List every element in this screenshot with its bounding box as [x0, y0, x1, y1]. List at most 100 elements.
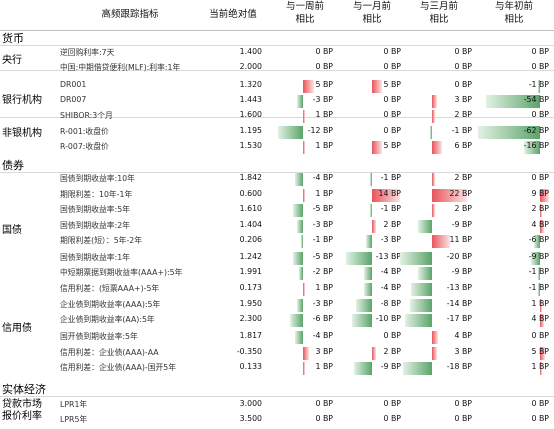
change-value-w: -3 BP: [312, 299, 333, 308]
row-current-value: 0.206: [239, 235, 262, 244]
change-value-y: 0 BP: [531, 110, 550, 119]
row-current-value: 1.404: [239, 220, 262, 229]
change-value-m: 5 BP: [383, 80, 402, 89]
change-value-y: -1 BP: [528, 283, 549, 292]
table-row: 信用利差：企业债(AAA)-AA -0.350 3 BP 2 BP 3 BP 5 BP: [0, 346, 554, 361]
change-value-w: 0 BP: [315, 399, 334, 408]
change-value-q: 2 BP: [454, 204, 473, 213]
row-label: 国债到期收益率:10年: [60, 174, 135, 183]
change-bar-q: [432, 189, 468, 202]
table-row: LPR5年 3.500 0 BP 0 BP 0 BP 0 BP: [0, 413, 554, 428]
change-value-m: 14 BP: [378, 189, 401, 198]
change-bar-y: [478, 126, 540, 139]
change-value-w: -3 BP: [312, 220, 333, 229]
row-label: DR001: [60, 80, 87, 89]
change-value-w: -4 BP: [312, 331, 333, 340]
change-bar-y: [538, 80, 540, 93]
change-bar-q: [432, 141, 442, 154]
change-bar-m: [354, 362, 372, 375]
row-current-value: 1.320: [239, 80, 262, 89]
section-divider: [0, 396, 554, 397]
change-value-q: 6 BP: [454, 141, 473, 150]
row-current-value: 3.000: [239, 399, 262, 408]
row-label: 中国:中期借贷便利(MLF):利率:1年: [60, 63, 181, 72]
row-label: 信用利差：企业债(AAA)-AA: [60, 348, 159, 357]
change-value-y: -62 BP: [523, 126, 549, 135]
change-value-m: 0 BP: [383, 95, 402, 104]
row-current-value: -0.350: [236, 347, 262, 356]
change-value-m: 5 BP: [383, 141, 402, 150]
change-value-q: 3 BP: [454, 347, 473, 356]
change-value-q: 3 BP: [454, 95, 473, 104]
table-row: 国债到期收益率:5年 1.610 -5 BP -1 BP 2 BP 2 BP: [0, 203, 554, 218]
change-value-q: -9 BP: [451, 267, 472, 276]
row-current-value: 1.600: [239, 110, 262, 119]
change-value-q: -20 BP: [446, 252, 472, 261]
change-bar-w: [292, 252, 303, 265]
change-bar-q: [432, 347, 437, 360]
table-row: 期限利差：10年-1年 0.600 1 BP 14 BP 22 BP 9 BP: [0, 188, 554, 203]
change-value-w: 0 BP: [315, 62, 334, 71]
change-bar-q: [417, 267, 432, 280]
row-label: 国债到期收益率:5年: [60, 205, 130, 214]
group-divider: [0, 117, 554, 118]
change-bar-m: [352, 314, 372, 327]
change-value-w: -12 BP: [307, 126, 333, 135]
change-bar-w: [303, 141, 306, 154]
change-bar-q: [432, 110, 436, 123]
change-value-w: 1 BP: [315, 283, 334, 292]
change-bar-q: [432, 235, 450, 248]
change-value-y: 1 BP: [531, 299, 550, 308]
change-value-w: 3 BP: [315, 347, 334, 356]
change-value-q: -13 BP: [446, 283, 472, 292]
change-value-w: -3 BP: [312, 95, 333, 104]
change-value-q: 0 BP: [454, 47, 473, 56]
table-row: R-007:收盘价 1.530 1 BP 5 BP 6 BP -16 BP: [0, 140, 554, 155]
change-value-w: -2 BP: [312, 267, 333, 276]
row-label: R-001:收盘价: [60, 127, 109, 136]
change-bar-m: [366, 235, 372, 248]
change-value-m: 0 BP: [383, 331, 402, 340]
table-row: R-001:收盘价 1.195 -12 BP 0 BP -1 BP -62 BP: [0, 125, 554, 140]
change-bar-q: [430, 126, 432, 139]
row-label: 信用利差：企业债(AAA)-国开5年: [60, 363, 177, 372]
row-label: 企业债到期收益率(AAA):5年: [60, 300, 161, 309]
change-value-y: 4 BP: [531, 314, 550, 323]
change-value-y: -54 BP: [523, 95, 549, 104]
change-bar-y: [538, 283, 540, 296]
change-bar-q: [411, 283, 432, 296]
change-bar-w: [298, 267, 303, 280]
group-label-credit: 信用债: [2, 323, 32, 334]
table-row: 国债到期收益率:10年 1.842 -4 BP -1 BP 2 BP 0 BP: [0, 172, 554, 187]
change-bar-m: [346, 252, 372, 265]
row-current-value: 0.600: [239, 189, 262, 198]
change-bar-m: [364, 267, 372, 280]
change-value-y: 5 BP: [531, 347, 550, 356]
change-bar-y: [540, 362, 542, 375]
change-bar-y: [540, 204, 542, 217]
row-label: LPR5年: [60, 415, 88, 424]
table-row: 国开债到期收益率:5年 1.817 -4 BP 0 BP 4 BP 0 BP: [0, 330, 554, 345]
change-value-q: 0 BP: [454, 80, 473, 89]
table-row: DR007 1.443 -3 BP 0 BP 3 BP -54 BP: [0, 94, 554, 109]
header-vs-week: 与一周前 相比: [285, 1, 324, 25]
change-bar-y: [486, 95, 540, 108]
change-bar-y: [540, 189, 549, 202]
change-value-y: -6 BP: [528, 235, 549, 244]
change-value-y: 1 BP: [531, 362, 550, 371]
change-bar-y: [540, 347, 545, 360]
change-value-w: -1 BP: [312, 235, 333, 244]
group-label-loan1: 贷款市场: [2, 399, 42, 410]
change-bar-w: [303, 362, 306, 375]
section-label: 货币: [2, 32, 24, 45]
row-label: 国债到期收益率:2年: [60, 221, 130, 230]
change-bar-q: [403, 362, 432, 375]
change-value-q: 4 BP: [454, 331, 473, 340]
change-value-q: -17 BP: [446, 314, 472, 323]
row-label: 国开债到期收益率:5年: [60, 332, 138, 341]
group-label-govbond: 国债: [2, 225, 22, 236]
change-value-w: 0 BP: [315, 414, 334, 423]
row-current-value: 1.400: [239, 47, 262, 56]
table-row: 逆回购利率:7天 1.400 0 BP 0 BP 0 BP 0 BP: [0, 46, 554, 61]
